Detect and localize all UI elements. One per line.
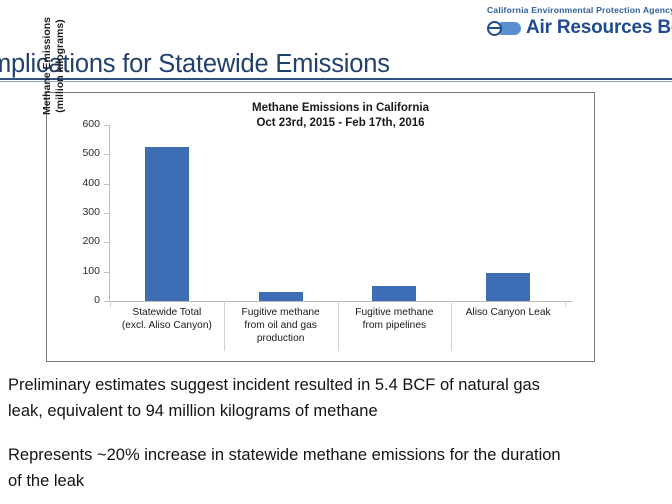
page-title: mplications for Statewide Emissions	[0, 50, 390, 78]
org-name: Air Resources Board	[526, 17, 672, 38]
y-axis-title-line1: Methane Emissions	[41, 16, 53, 116]
chart-title: Methane Emissions in California Oct 23rd…	[47, 101, 594, 131]
category-separator	[451, 301, 453, 351]
title-rule-secondary	[0, 80, 672, 82]
x-axis-category-line: Statewide Total	[132, 307, 202, 318]
bar	[144, 147, 189, 301]
title-rule	[0, 78, 672, 80]
y-axis-tick-label: 100	[82, 264, 100, 277]
logo-main-row: Air Resources Board	[487, 18, 672, 38]
y-axis-title: Methane Emissions (million kilograms)	[41, 0, 67, 141]
bar	[258, 291, 303, 301]
y-axis-tick-mark	[104, 183, 110, 185]
y-axis-tick-label: 200	[82, 235, 100, 248]
y-axis-tick-label: 500	[82, 147, 100, 160]
chart-title-line1: Methane Emissions in California	[251, 102, 429, 114]
plot-area	[110, 125, 565, 301]
category-separator	[565, 301, 566, 307]
category-separator	[223, 301, 225, 351]
paragraph-1-line-1: Preliminary estimates suggest incident r…	[8, 376, 540, 394]
y-axis-tick-label: 600	[82, 118, 100, 130]
x-axis-category-label: Aliso Canyon Leak	[451, 306, 565, 319]
agency-line: California Environmental Protection Agen…	[487, 5, 672, 15]
arb-circle-cylinder-icon	[487, 20, 521, 36]
bar	[486, 273, 531, 301]
x-axis-category-label: Fugitive methane from oil and gas producti…	[224, 306, 338, 345]
x-axis-category-label: Statewide Total (excl. Aliso Canyon)	[110, 306, 224, 332]
chart-title-line2: Oct 23rd, 2015 - Feb 17th, 2016	[256, 117, 425, 129]
y-axis-tick-label: 300	[82, 206, 100, 218]
y-axis-title-line2: (million kilograms)	[54, 19, 66, 113]
paragraph-2-line-2: of the leak	[8, 472, 85, 490]
x-axis-category-line: Fugitive methane	[355, 307, 434, 318]
x-axis-category-line: from pipelines	[362, 320, 427, 331]
x-axis-category-line: Fugitive methane	[241, 307, 320, 318]
arb-logo: California Environmental Protection Agen…	[487, 4, 672, 38]
body-paragraph-2: Represents ~20% increase in statewide me…	[8, 442, 668, 494]
y-axis-tick-mark	[104, 125, 110, 126]
y-axis-tick-mark	[104, 154, 110, 156]
x-axis-category-line: (excl. Aliso Canyon)	[121, 320, 212, 331]
y-axis-tick-mark	[104, 271, 110, 273]
y-axis-tick-mark	[104, 213, 110, 214]
x-axis-category-label: Fugitive methane from pipelines	[337, 306, 451, 332]
y-axis-tick-label: 400	[82, 176, 100, 189]
bar	[372, 286, 417, 301]
y-axis-tick-label: 0	[94, 294, 100, 306]
category-separator	[110, 301, 111, 307]
x-axis-line	[110, 301, 572, 302]
category-separator	[337, 301, 339, 351]
x-axis-category-line: from oil and gas	[244, 320, 317, 331]
x-axis-category-line: production	[256, 333, 305, 344]
chart-container: Methane Emissions in California Oct 23rd…	[41, 17, 595, 362]
paragraph-2-line-1: Represents ~20% increase in statewide me…	[8, 446, 561, 464]
y-axis-tick-mark	[104, 242, 110, 244]
x-axis-category-line: Aliso Canyon Leak	[465, 307, 551, 318]
y-axis-tick-mark	[104, 301, 110, 302]
paragraph-1-line-2: leak, equivalent to 94 million kilograms…	[8, 402, 378, 420]
body-paragraph-1: Preliminary estimates suggest incident r…	[8, 372, 668, 424]
